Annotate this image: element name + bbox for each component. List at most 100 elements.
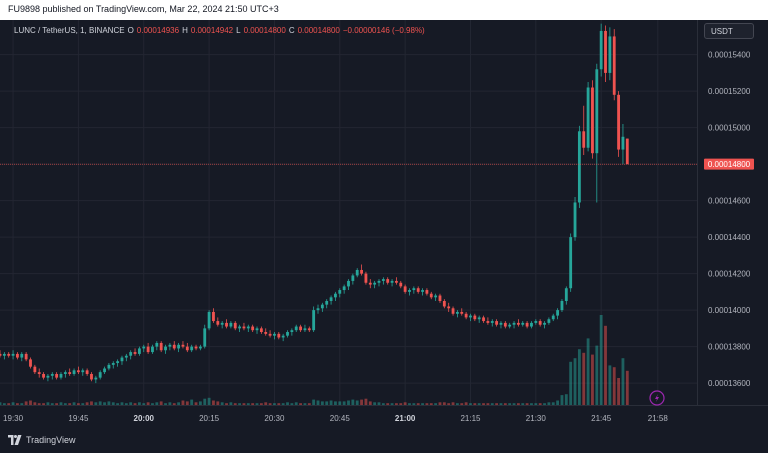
candle-body [512, 322, 516, 325]
candle-body [408, 290, 411, 292]
candle-body [268, 333, 272, 336]
close-label: C [288, 26, 295, 35]
candle-body [242, 326, 246, 329]
candle-body [569, 237, 573, 289]
candle-body [33, 366, 37, 373]
candle-body [203, 328, 207, 347]
candle-body [259, 328, 263, 333]
volume-bar [473, 403, 477, 405]
volume-bar [560, 395, 564, 405]
candle-body [534, 321, 538, 323]
open-value: 0.00014936 [136, 26, 180, 35]
volume-bar [203, 398, 207, 405]
volume-bar [408, 403, 411, 405]
time-tick-label: 20:30 [264, 414, 285, 423]
candle-body [364, 273, 368, 283]
candle-body [547, 319, 551, 323]
candle-body [347, 280, 350, 287]
candle-body [368, 282, 372, 285]
volume-bar [556, 400, 560, 405]
candle-body [595, 69, 599, 154]
volume-bar [460, 403, 464, 405]
volume-bar [604, 325, 607, 405]
volume-bar [120, 402, 124, 405]
volume-bar [168, 402, 172, 405]
volume-bar [499, 403, 503, 405]
volume-bar [107, 401, 111, 405]
high-value: 0.00014942 [190, 26, 234, 35]
volume-bar [268, 403, 272, 405]
volume-bar [72, 402, 76, 405]
candle-body [116, 361, 120, 364]
volume-bar [490, 403, 494, 405]
candle-body [543, 322, 546, 325]
candle-body [617, 94, 621, 150]
volume-bar [2, 403, 6, 405]
quote-currency-button[interactable]: USDT [704, 23, 754, 39]
candle-body [586, 87, 590, 148]
candle-body [129, 352, 133, 356]
volume-bar [399, 403, 403, 405]
candle-body [477, 317, 481, 320]
tradingview-brand[interactable]: TradingView [8, 435, 76, 445]
volume-bar [90, 401, 93, 405]
volume-bar [325, 401, 329, 405]
candle-body [429, 293, 433, 298]
candle-body [412, 288, 416, 291]
candle-body [103, 368, 106, 373]
footer-bar: TradingView [0, 429, 768, 453]
candle-body [277, 333, 281, 338]
candle-body [146, 346, 150, 353]
candle-body [582, 131, 586, 148]
volume-bar [625, 370, 629, 405]
volume-bar [303, 403, 307, 405]
candle-body [251, 326, 255, 331]
volume-bar [246, 403, 250, 405]
candle-body [395, 280, 398, 283]
volume-bar [312, 399, 316, 405]
volume-bar [190, 399, 194, 405]
candle-body [76, 370, 80, 373]
volume-bar [216, 401, 220, 405]
candle-body [556, 310, 560, 316]
volume-bar [85, 402, 89, 405]
candle-body [172, 344, 176, 349]
grid-lines [0, 20, 697, 405]
candle-body [381, 279, 385, 281]
candle-body [390, 280, 394, 283]
volume-bar [98, 401, 102, 405]
candle-body [451, 308, 455, 314]
candle-body [194, 346, 198, 349]
time-tick-label: 19:30 [3, 414, 24, 423]
candle-body [355, 269, 359, 276]
candle-body [421, 290, 424, 292]
volume-bar [547, 402, 551, 405]
candle-body [316, 308, 320, 311]
candle-body [207, 311, 211, 329]
candle-body [455, 311, 459, 314]
volume-bar [212, 400, 215, 405]
last-price-label-group: 0.00014800 [704, 158, 754, 170]
candle-body [94, 377, 98, 380]
volume-bar [381, 403, 385, 405]
candle-body [225, 322, 228, 327]
candle-body [312, 310, 316, 331]
volume-bar [395, 403, 398, 405]
time-tick-label: 21:58 [648, 414, 669, 423]
candle-body [495, 321, 499, 325]
chart-svg[interactable]: 0.00015400 0.00015200 0.00015000 0.00014800… [0, 20, 768, 429]
volume-bar [164, 403, 167, 405]
ohlc-legend: LUNC / TetherUS, 1, BINANCE O 0.00014936 … [14, 26, 425, 35]
symbol-label[interactable]: LUNC / TetherUS, 1, BINANCE [14, 26, 125, 35]
time-axis: 19:30 19:45 20:00 20:15 20:30 20:45 21:00 21:15… [3, 414, 668, 423]
volume-bar [207, 397, 211, 405]
close-value: 0.00014800 [297, 26, 340, 35]
price-tick-label: 0.00013600 [708, 379, 751, 388]
price-tick-label: 0.00014600 [708, 197, 751, 206]
volume-bar [373, 402, 377, 405]
chart-pane[interactable]: 0.00015400 0.00015200 0.00015000 0.00014800… [0, 20, 768, 429]
candle-body [530, 322, 533, 327]
candle-body [46, 375, 50, 378]
volume-bar [516, 403, 520, 405]
candle-body [577, 131, 581, 203]
